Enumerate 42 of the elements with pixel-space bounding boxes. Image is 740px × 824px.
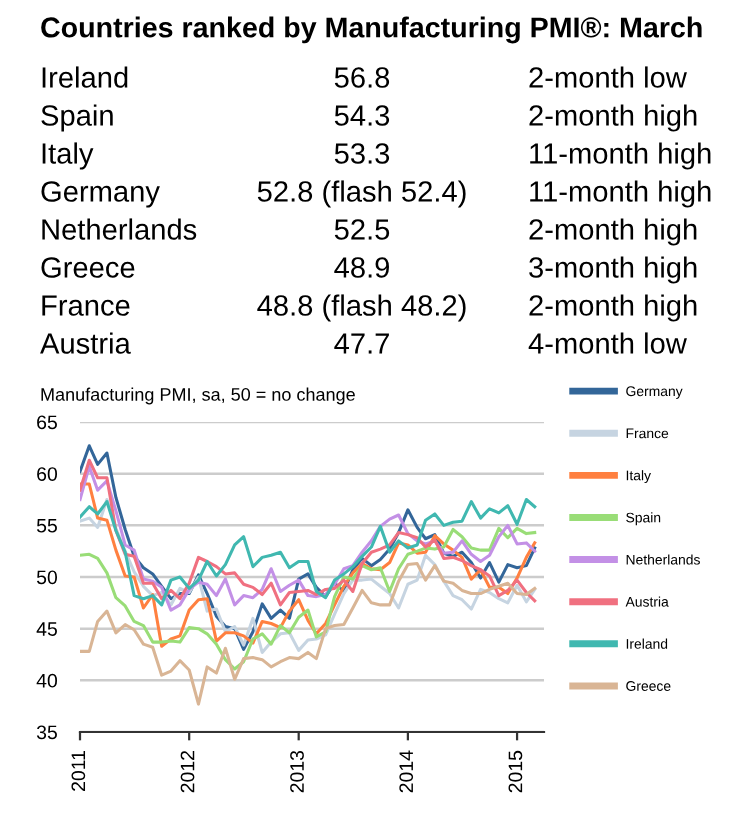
line-series bbox=[80, 562, 537, 706]
x-tick-label: 2013 bbox=[290, 750, 304, 793]
text: 2-month high bbox=[529, 104, 697, 132]
text: 52.8 (flash 52.4) bbox=[257, 180, 466, 208]
line-series bbox=[80, 444, 537, 651]
text: 2-month high bbox=[529, 294, 697, 322]
text: 4-month low bbox=[528, 332, 687, 354]
text: 3-month high bbox=[529, 256, 697, 284]
y-tick-label: 45 bbox=[36, 622, 57, 636]
x-tick-label: 2011 bbox=[71, 751, 86, 791]
y-tick-label: 35 bbox=[36, 725, 57, 740]
line-series bbox=[80, 497, 537, 607]
text: 11-month high bbox=[530, 142, 711, 170]
category-label: Greece bbox=[41, 257, 135, 278]
y-tick-label: 40 bbox=[36, 673, 58, 688]
category-label: Austria bbox=[40, 332, 131, 354]
text: Countries ranked by Manufacturing PMI®: March bbox=[41, 16, 702, 44]
text: 52.5 bbox=[334, 219, 390, 240]
category-label: Spain bbox=[41, 104, 113, 132]
y-tick-label: 60 bbox=[37, 467, 58, 481]
y-tick-label: 65 bbox=[37, 415, 57, 430]
text: 48.9 bbox=[334, 257, 389, 278]
text: 47.7 bbox=[334, 333, 389, 354]
text: 54.3 bbox=[334, 105, 390, 126]
x-tick-label: 2014 bbox=[399, 750, 414, 793]
text: 2-month low bbox=[529, 66, 687, 88]
y-tick-label: 55 bbox=[36, 519, 57, 533]
category-label: Italy bbox=[42, 142, 94, 170]
chart-title: Manufacturing PMI, sa, 50 = no change bbox=[41, 387, 355, 405]
x-tick-label: 2015 bbox=[508, 750, 523, 793]
x-tick-label: 2012 bbox=[180, 751, 195, 793]
category-label: Ireland bbox=[42, 66, 128, 88]
category-label: Germany bbox=[41, 181, 160, 208]
text: 53.3 bbox=[334, 143, 390, 164]
text: 48.8 (flash 48.2) bbox=[257, 294, 466, 322]
text: 56.8 bbox=[334, 67, 390, 88]
text: 2-month high bbox=[529, 218, 697, 246]
category-label: France bbox=[42, 295, 130, 316]
category-label: Netherlands bbox=[42, 218, 197, 240]
y-tick-label: 50 bbox=[36, 570, 58, 585]
text: 11-month high bbox=[530, 180, 711, 208]
line-series bbox=[80, 526, 537, 671]
